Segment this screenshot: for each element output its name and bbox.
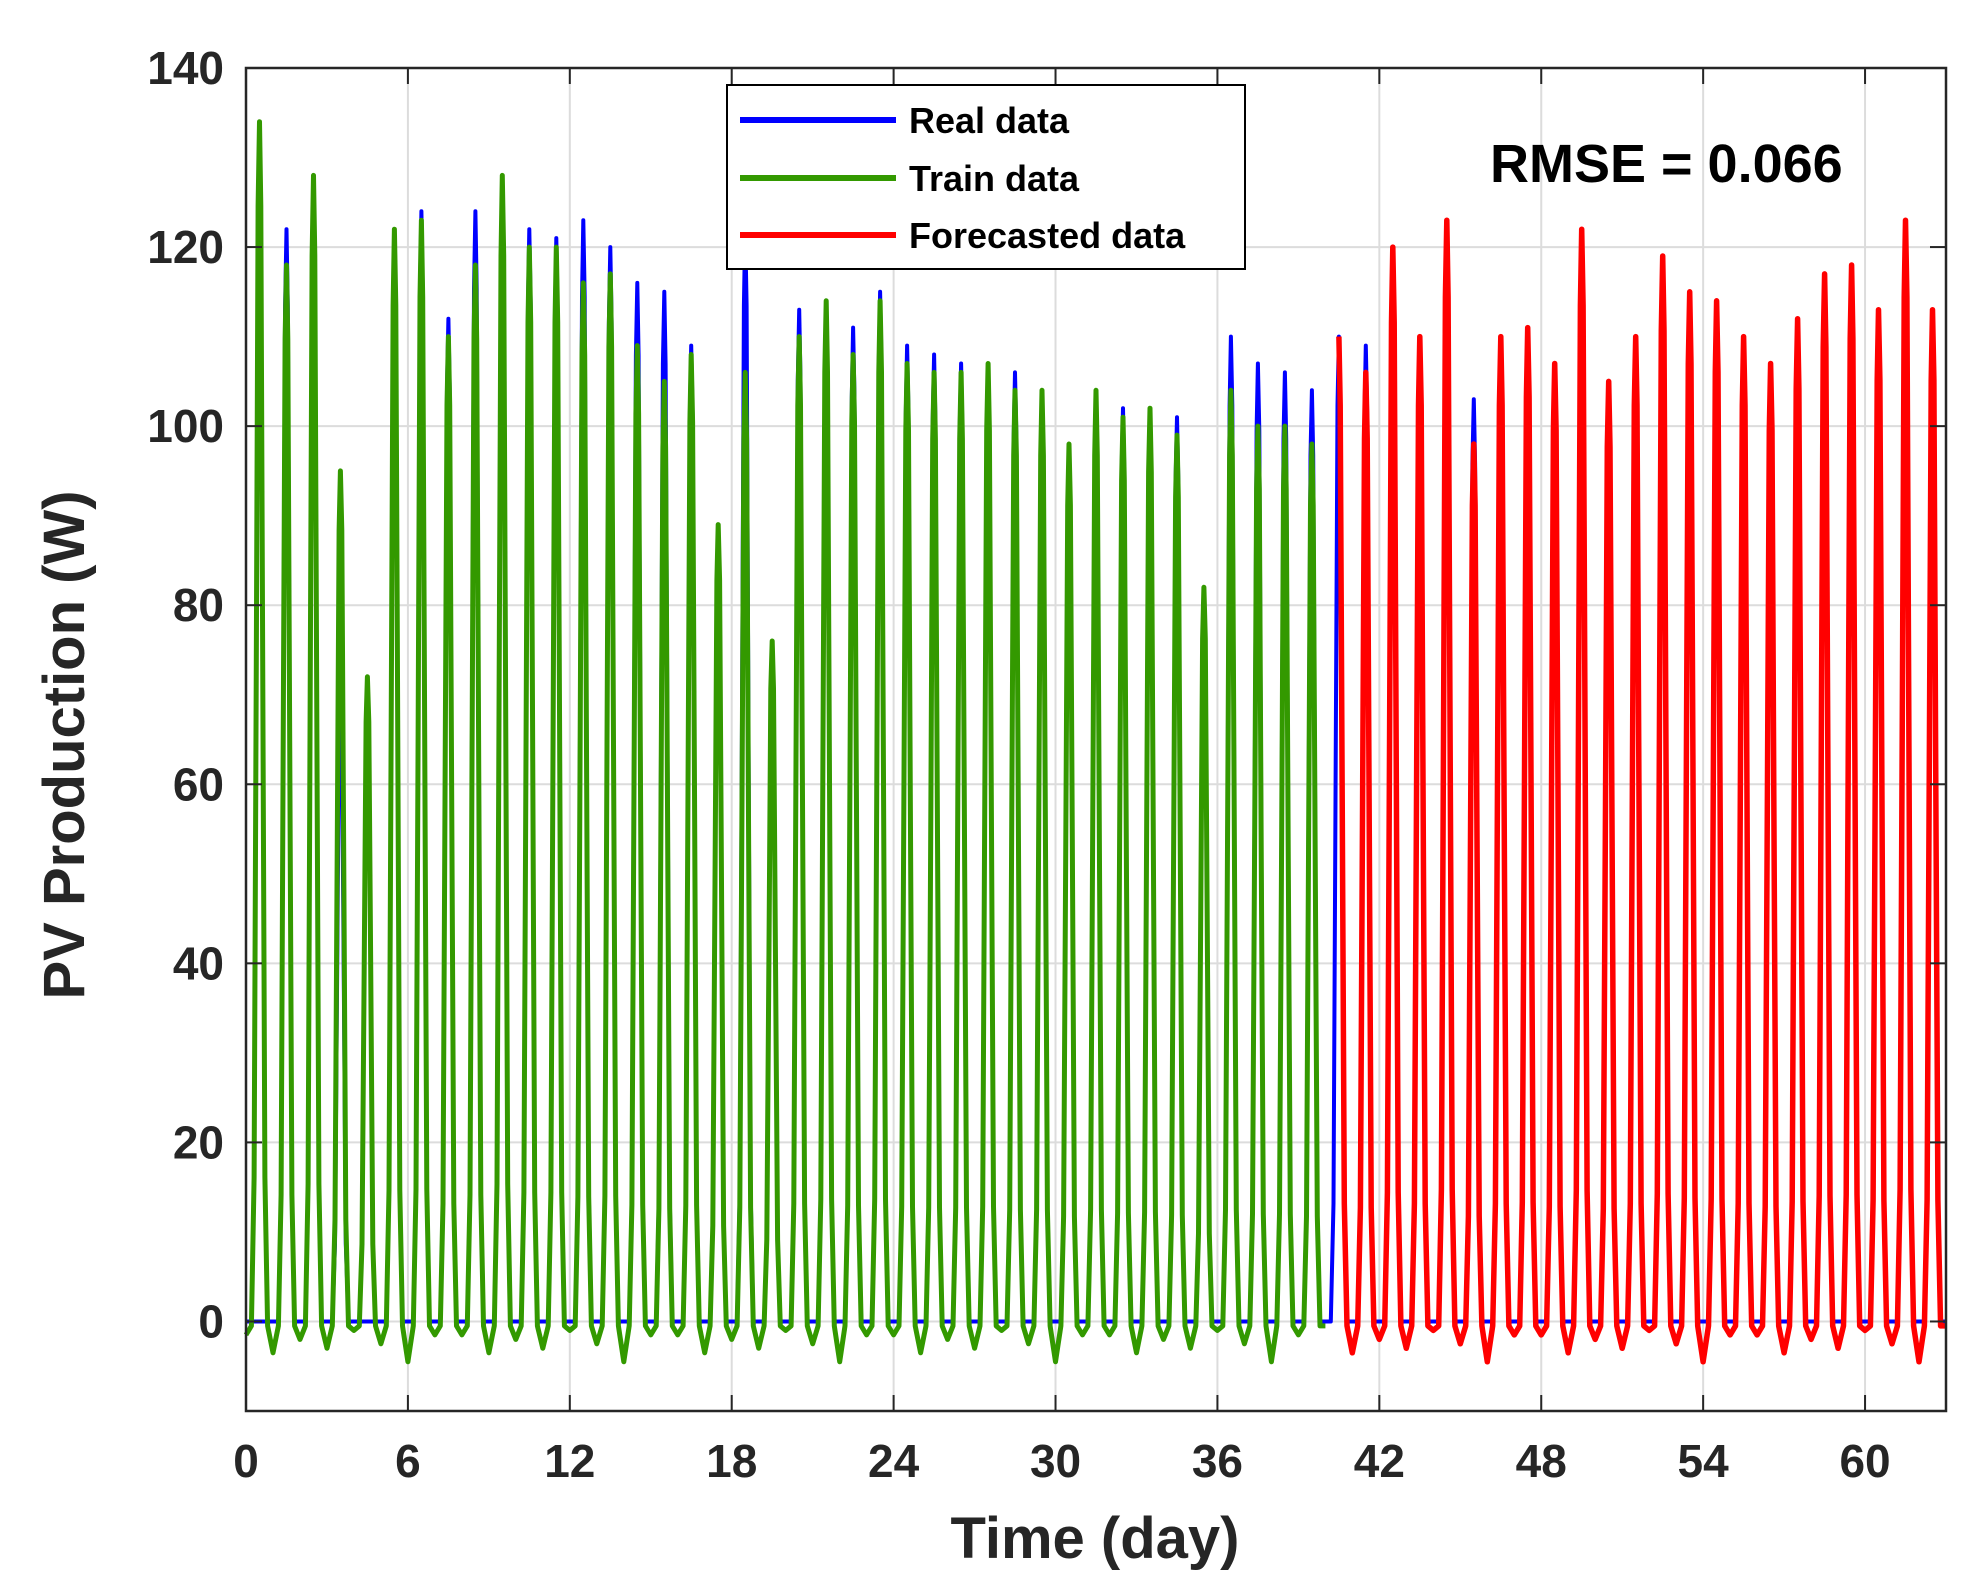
series-layer <box>243 119 1946 1365</box>
x-tick-label: 48 <box>1516 1435 1567 1487</box>
y-tick-label: 80 <box>173 579 224 631</box>
axis-ticks: 0 6 12 18 24 30 36 42 48 54 60 0 20 40 60 80 100 120 140 <box>147 42 1946 1487</box>
legend: Real data Train data Forecasted data <box>726 84 1246 270</box>
x-tick-label: 12 <box>544 1435 595 1487</box>
y-tick-label: 120 <box>147 221 224 273</box>
x-tick-label: 18 <box>706 1435 757 1487</box>
x-tick-label: 60 <box>1839 1435 1890 1487</box>
series-line-forecast <box>1336 217 1946 1365</box>
x-tick-label: 30 <box>1030 1435 1081 1487</box>
rmse-annotation: RMSE = 0.066 <box>1490 134 1843 194</box>
y-tick-label: 40 <box>173 937 224 989</box>
legend-label-train: Train data <box>909 158 1080 199</box>
x-tick-label: 6 <box>395 1435 421 1487</box>
y-tick-label: 0 <box>198 1295 224 1347</box>
x-tick-label: 42 <box>1354 1435 1405 1487</box>
y-axis-label: PV Production (W) <box>32 490 97 999</box>
legend-label-forecast: Forecasted data <box>909 215 1186 256</box>
y-tick-label: 100 <box>147 400 224 452</box>
x-axis-label: Time (day) <box>950 1506 1239 1571</box>
series-line-train <box>243 119 1326 1365</box>
x-tick-label: 0 <box>233 1435 259 1487</box>
x-tick-label: 54 <box>1678 1435 1730 1487</box>
x-tick-label: 24 <box>868 1435 920 1487</box>
plot-frame <box>244 66 1948 1413</box>
y-tick-label: 140 <box>147 42 224 94</box>
x-tick-label: 36 <box>1192 1435 1243 1487</box>
legend-label-real: Real data <box>909 100 1070 141</box>
y-tick-label: 20 <box>173 1116 224 1168</box>
y-tick-label: 60 <box>173 758 224 810</box>
